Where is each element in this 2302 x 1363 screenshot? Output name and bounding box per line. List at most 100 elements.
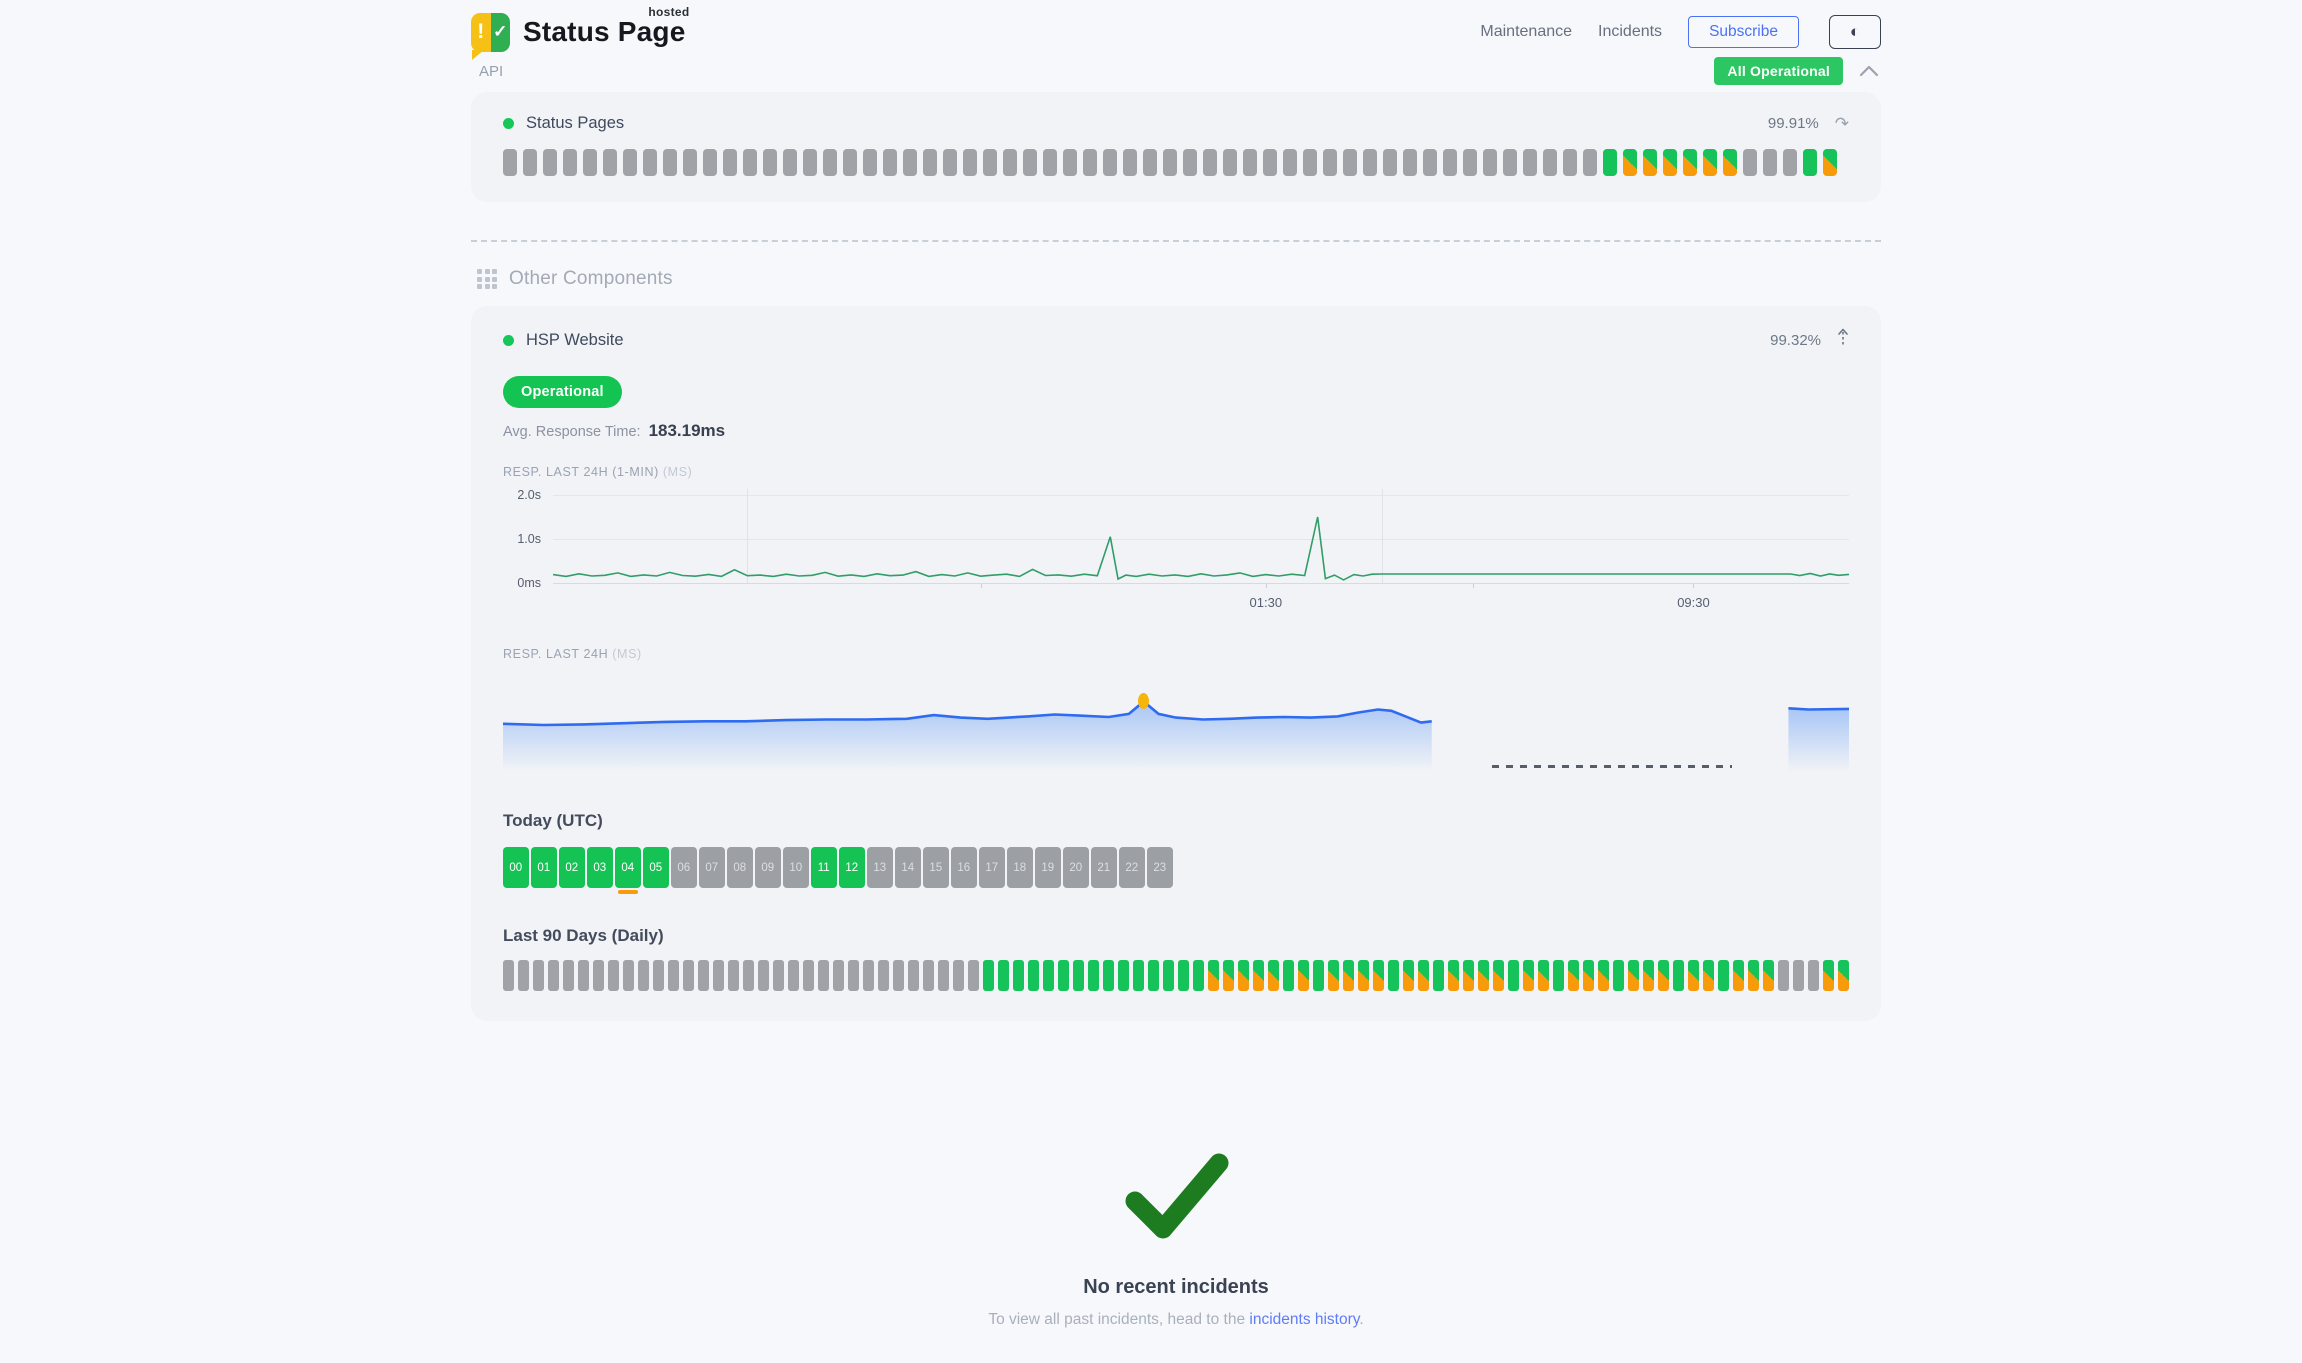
- uptime-bar-nodata: [863, 960, 874, 991]
- hour-box-03: 03: [587, 847, 613, 888]
- status-dot-green: [503, 334, 514, 346]
- uptime-bar-degraded: [1418, 960, 1429, 991]
- uptime-bar-nodata: [1283, 149, 1297, 176]
- chart1-label: RESP. LAST 24H (1-MIN) (MS): [503, 465, 693, 479]
- hour-box-22: 22: [1119, 847, 1145, 888]
- uptime-bar-degraded: [1523, 960, 1534, 991]
- hour-box-06: 06: [671, 847, 697, 888]
- avg-response-line: Avg. Response Time: 183.19ms: [503, 421, 1849, 441]
- uptime-bar-nodata: [1383, 149, 1397, 176]
- uptime-percent: 99.91%: [1767, 115, 1819, 132]
- hour-box-07: 07: [699, 847, 725, 888]
- uptime-bar-degraded: [1643, 149, 1657, 176]
- other-components-header: Other Components: [471, 268, 1881, 290]
- uptime-bar-nodata: [703, 149, 717, 176]
- uptime-bar-operational: [1803, 149, 1817, 176]
- response-area-chart-24h: [503, 673, 1849, 783]
- nav-incidents[interactable]: Incidents: [1598, 23, 1663, 40]
- uptime-bar-nodata: [608, 960, 619, 991]
- uptime-bar-nodata: [503, 149, 517, 176]
- theme-toggle-button[interactable]: ◐: [1829, 15, 1881, 49]
- uptime-bar-nodata: [1778, 960, 1789, 991]
- uptime-bar-degraded: [1763, 960, 1774, 991]
- uptime-bar-operational: [1043, 960, 1054, 991]
- uptime-bar-operational: [1193, 960, 1204, 991]
- refresh-icon[interactable]: ↷: [1834, 114, 1849, 133]
- uptime-bar-nodata: [653, 960, 664, 991]
- uptime-bar-nodata: [1463, 149, 1477, 176]
- hour-box-11: 11: [811, 847, 837, 888]
- hour-box-20: 20: [1063, 847, 1089, 888]
- uptime-bar-nodata: [803, 960, 814, 991]
- header-nav: Maintenance Incidents Subscribe ◐: [1480, 15, 1881, 49]
- uptime-bar-operational: [1163, 960, 1174, 991]
- uptime-bar-nodata: [1043, 149, 1057, 176]
- hour-box-19: 19: [1035, 847, 1061, 888]
- uptime-bar-nodata: [848, 960, 859, 991]
- uptime-bar-operational: [1028, 960, 1039, 991]
- nav-maintenance[interactable]: Maintenance: [1480, 23, 1573, 40]
- uptime-bar-nodata: [1263, 149, 1277, 176]
- uptime-bar-nodata: [1523, 149, 1537, 176]
- uptime-bar-degraded: [1658, 960, 1669, 991]
- incidents-history-link[interactable]: incidents history: [1249, 1311, 1360, 1328]
- uptime-bar-degraded: [1208, 960, 1219, 991]
- uptime-bar-nodata: [833, 960, 844, 991]
- uptime-bar-degraded: [1568, 960, 1579, 991]
- uptime-bar-degraded: [1298, 960, 1309, 991]
- page-container: ! ✓ Status Page hosted Maintenance Incid…: [471, 0, 1881, 1329]
- uptime-bar-nodata: [723, 149, 737, 176]
- uptime-bar-nodata: [563, 960, 574, 991]
- uptime-bar-nodata: [728, 960, 739, 991]
- uptime-bar-degraded: [1478, 960, 1489, 991]
- y-tick-2s: 2.0s: [517, 488, 541, 502]
- api-component-card: Status Pages 99.91% ↷: [471, 92, 1881, 202]
- uptime-bar-operational: [1603, 149, 1617, 176]
- check-icon: ✓: [490, 12, 510, 52]
- uptime-bar-nodata: [543, 149, 557, 176]
- subscribe-button[interactable]: Subscribe: [1688, 16, 1799, 48]
- uptime-bar-degraded: [1703, 149, 1717, 176]
- uptime-bar-operational: [1013, 960, 1024, 991]
- uptime-bar-nodata: [698, 960, 709, 991]
- uptime-bar-nodata: [563, 149, 577, 176]
- uptime-bar-nodata: [1063, 149, 1077, 176]
- uptime-bar-nodata: [1343, 149, 1357, 176]
- uptime-bar-nodata: [1183, 149, 1197, 176]
- uptime-bar-operational: [983, 960, 994, 991]
- uptime-bars-status-pages: [503, 149, 1849, 176]
- uptime-bar-nodata: [593, 960, 604, 991]
- uptime-bar-degraded: [1643, 960, 1654, 991]
- uptime-bar-nodata: [1303, 149, 1317, 176]
- hour-box-02: 02: [559, 847, 585, 888]
- uptime-bar-nodata: [883, 149, 897, 176]
- all-operational-badge: All Operational: [1714, 57, 1843, 85]
- uptime-bar-degraded: [1358, 960, 1369, 991]
- chart2-label: RESP. LAST 24H (MS): [503, 647, 642, 661]
- uptime-bar-nodata: [533, 960, 544, 991]
- uptime-bar-degraded: [1628, 960, 1639, 991]
- hour-box-23: 23: [1147, 847, 1173, 888]
- uptime-bar-nodata: [623, 149, 637, 176]
- hour-box-05: 05: [643, 847, 669, 888]
- uptime-bar-degraded: [1598, 960, 1609, 991]
- uptime-bar-nodata: [1563, 149, 1577, 176]
- uptime-bar-nodata: [1423, 149, 1437, 176]
- uptime-bar-degraded: [1253, 960, 1264, 991]
- uptime-bar-nodata: [1543, 149, 1557, 176]
- collapse-chevron-up-icon[interactable]: [1857, 63, 1881, 79]
- uptime-bar-operational: [1673, 960, 1684, 991]
- bubble-tail: [472, 49, 484, 60]
- brand-logo[interactable]: ! ✓ Status Page hosted: [471, 5, 689, 60]
- uptime-bar-operational: [1133, 960, 1144, 991]
- uptime-bar-degraded: [1538, 960, 1549, 991]
- component-row-hsp-website: HSP Website 99.32%: [503, 328, 1849, 352]
- uptime-bar-nodata: [983, 149, 997, 176]
- uptime-bar-nodata: [743, 960, 754, 991]
- uptime-bar-operational: [1178, 960, 1189, 991]
- uptime-bar-nodata: [1743, 149, 1757, 176]
- uptime-bar-degraded: [1823, 960, 1834, 991]
- uptime-bar-degraded: [1328, 960, 1339, 991]
- uptime-bar-nodata: [1123, 149, 1137, 176]
- uptime-bar-nodata: [823, 149, 837, 176]
